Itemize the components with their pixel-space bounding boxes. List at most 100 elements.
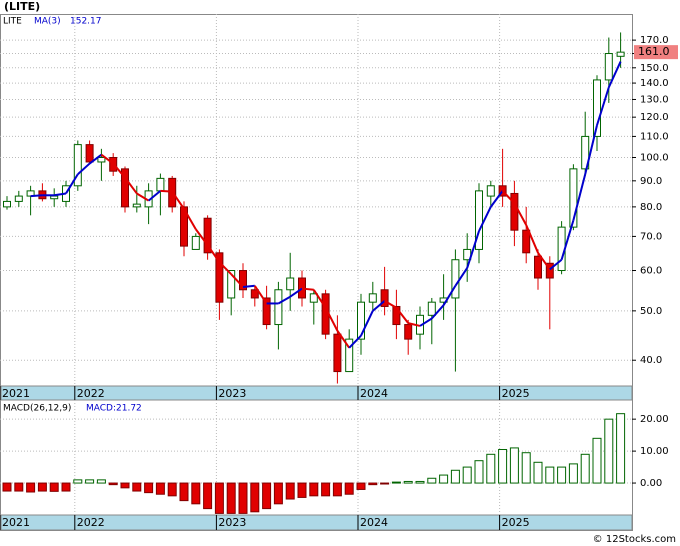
- x-tick-label: 2021: [2, 387, 30, 400]
- ma-segment: [395, 307, 409, 324]
- macd-bar: [37, 482, 47, 492]
- macd-bar: [368, 482, 378, 486]
- macd-bar: [462, 466, 472, 484]
- macd-bar: [262, 482, 272, 510]
- candle-body: [486, 185, 495, 197]
- ma-segment: [65, 173, 79, 194]
- ma-segment: [466, 230, 480, 269]
- ma-segment: [584, 125, 598, 175]
- x-tick-label: 2025: [502, 516, 530, 529]
- ma-segment: [372, 300, 386, 312]
- candle-body: [593, 79, 601, 137]
- macd-bar: [309, 482, 319, 497]
- macd-bar: [403, 480, 413, 484]
- candle-body: [262, 297, 271, 326]
- ma-segment: [407, 322, 421, 327]
- candle-body: [274, 289, 283, 326]
- ma-segment: [572, 174, 587, 221]
- x-tick-label: 2022: [77, 387, 105, 400]
- ma-segment: [194, 228, 209, 246]
- macd-bar: [604, 418, 614, 484]
- x-tick-label: 2024: [360, 516, 388, 529]
- candle-body: [3, 200, 11, 208]
- ma-segment: [242, 284, 255, 288]
- macd-bar: [120, 482, 130, 489]
- ma-segment: [100, 153, 114, 165]
- ma-segment: [112, 162, 126, 179]
- candle-body: [522, 229, 531, 254]
- ma-segment: [560, 219, 575, 261]
- candle-body: [616, 51, 625, 57]
- ma-segment: [88, 153, 103, 165]
- macd-bar: [273, 482, 283, 505]
- macd-bar: [108, 482, 118, 486]
- ma-segment: [513, 202, 528, 226]
- macd-bar: [297, 482, 307, 498]
- y-tick-label: 100.0: [640, 153, 669, 164]
- ma-segment: [607, 61, 622, 88]
- y-tick-label: 60.0: [640, 266, 662, 277]
- candle-body: [97, 157, 106, 163]
- macd-bar: [439, 474, 449, 484]
- candle-body: [85, 144, 94, 163]
- ma-segment: [478, 206, 492, 232]
- macd-bar: [155, 482, 165, 495]
- macd-bar: [427, 477, 437, 484]
- macd-bar: [179, 482, 189, 502]
- macd-bar: [61, 482, 71, 492]
- x-tick-label: 2024: [360, 387, 388, 400]
- macd-bar: [486, 453, 496, 484]
- x-axis-band: [0, 514, 633, 531]
- x-tick-label: 2023: [218, 387, 246, 400]
- candle-body: [203, 217, 212, 254]
- ma-segment: [147, 190, 162, 202]
- candle-body: [357, 301, 365, 340]
- ma-segment: [348, 334, 362, 349]
- macd-bar: [498, 449, 508, 484]
- macd-bar: [321, 482, 331, 497]
- candle-body: [581, 135, 590, 170]
- y-tick-label: 110.0: [640, 131, 669, 142]
- y-tick-label: 80.0: [640, 202, 662, 213]
- macd-bar: [144, 482, 154, 494]
- ma-segment: [324, 307, 339, 332]
- ma-segment: [312, 289, 327, 309]
- macd-bar: [568, 463, 578, 484]
- macd-bar: [557, 466, 567, 484]
- candle-body: [604, 53, 613, 81]
- ma-segment: [160, 189, 173, 193]
- ma-segment: [77, 162, 91, 176]
- macd-bar: [344, 482, 354, 495]
- ma-segment: [419, 317, 433, 327]
- macd-bar: [533, 461, 543, 484]
- macd-bar: [450, 469, 460, 484]
- last-price-box: [634, 45, 678, 60]
- ma-segment: [549, 258, 563, 271]
- ma-segment: [230, 273, 244, 288]
- macd-bar: [616, 413, 626, 484]
- footer: © 12Stocks.com: [593, 534, 676, 545]
- candle-body: [191, 235, 200, 250]
- ma-segment: [289, 287, 303, 298]
- last-price-label: 161.0: [638, 45, 670, 58]
- macd-bar: [521, 452, 531, 484]
- macd-bar: [250, 482, 260, 513]
- ma-segment: [454, 267, 469, 287]
- macd-bar: [49, 482, 59, 492]
- ma-segment: [171, 191, 185, 210]
- ma-segment: [206, 244, 221, 263]
- candle-body: [380, 289, 389, 307]
- candle-body: [333, 333, 342, 373]
- candle-body: [510, 192, 519, 231]
- y-tick-label: 140.0: [640, 78, 669, 89]
- candle-body: [404, 324, 413, 340]
- ma-segment: [537, 252, 551, 270]
- x-tick-label: 2023: [218, 516, 246, 529]
- y-tick-label: 20.00: [640, 414, 669, 425]
- macd-bar: [214, 482, 224, 514]
- candle-body: [239, 270, 247, 291]
- macd-bar: [580, 453, 590, 484]
- macd-bar: [285, 482, 295, 500]
- macd-value: MACD:21.72: [86, 404, 142, 414]
